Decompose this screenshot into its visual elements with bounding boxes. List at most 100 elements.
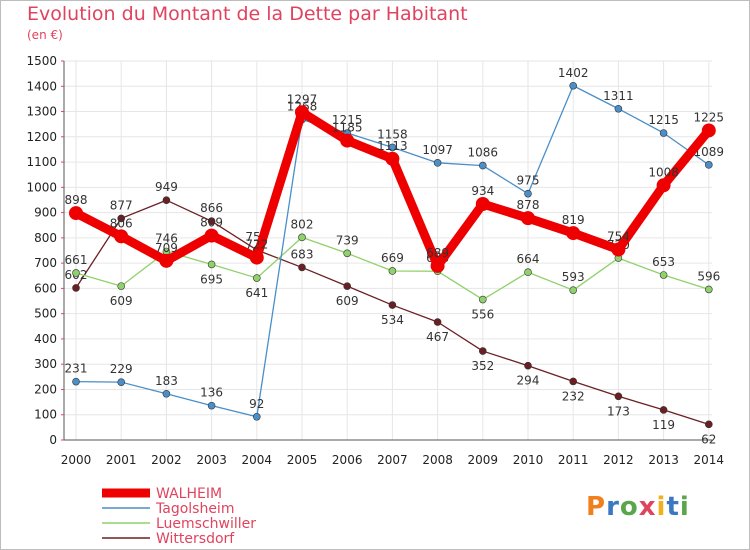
data-label-luemschwiller: 641 — [245, 286, 268, 300]
data-point-wittersdorf — [117, 214, 125, 223]
data-point-tagolsheim — [162, 389, 171, 398]
data-point-tagolsheim — [117, 378, 125, 386]
data-label-walheim: 819 — [562, 213, 585, 227]
data-label-wittersdorf: 534 — [381, 313, 404, 327]
logo-letter: P — [586, 492, 607, 522]
data-point-tagolsheim — [478, 161, 487, 170]
data-label-wittersdorf: 119 — [652, 418, 675, 432]
data-point-luemschwiller — [704, 285, 713, 294]
data-point-wittersdorf — [569, 377, 578, 386]
data-point-wittersdorf — [704, 420, 713, 429]
data-point-luemschwiller — [524, 268, 532, 277]
legend-item-wittersdorf: Wittersdorf — [102, 531, 235, 547]
x-tick-label: 2006 — [332, 453, 363, 467]
data-point-walheim — [249, 250, 264, 265]
y-tick-label: 100 — [34, 408, 57, 422]
data-label-walheim: 898 — [65, 193, 88, 207]
chart-title: Evolution du Montant de la Dette par Hab… — [27, 3, 468, 25]
proxiti-logo: Proxiti — [586, 492, 690, 522]
data-point-walheim — [430, 258, 445, 273]
data-label-wittersdorf: 866 — [200, 201, 223, 215]
data-point-walheim — [204, 228, 219, 243]
data-point-wittersdorf — [388, 301, 397, 309]
legend-label-luemschwiller: Luemschwiller — [156, 516, 256, 532]
y-tick-label: 300 — [34, 357, 57, 371]
data-point-wittersdorf — [659, 406, 668, 414]
data-label-walheim: 1113 — [377, 139, 408, 153]
x-tick-label: 2000 — [61, 453, 92, 467]
x-tick-label: 2010 — [513, 453, 544, 467]
logo-letter: o — [619, 492, 639, 522]
data-point-wittersdorf — [298, 263, 306, 272]
data-label-tagolsheim: 1311 — [603, 89, 634, 103]
data-point-luemschwiller — [298, 233, 306, 242]
x-tick-label: 2011 — [558, 453, 589, 467]
x-tick-label: 2002 — [151, 453, 182, 467]
data-label-walheim: 806 — [110, 216, 133, 230]
data-label-tagolsheim: 1215 — [648, 113, 679, 127]
data-label-luemschwiller: 695 — [200, 272, 223, 286]
data-point-walheim — [566, 226, 581, 241]
data-point-tagolsheim — [72, 377, 80, 386]
data-point-walheim — [340, 133, 355, 148]
data-label-tagolsheim: 1086 — [468, 146, 499, 160]
data-label-luemschwiller: 746 — [155, 232, 178, 246]
data-label-wittersdorf: 949 — [155, 180, 178, 194]
series-wittersdorf: 6028779498667526836095344673522942321731… — [65, 180, 717, 446]
data-point-luemschwiller — [659, 271, 668, 279]
x-tick-label: 2001 — [106, 453, 137, 467]
y-tick-label: 600 — [34, 281, 57, 295]
data-label-tagolsheim: 229 — [110, 362, 133, 376]
data-label-tagolsheim: 231 — [65, 362, 88, 376]
x-tick-label: 2005 — [287, 453, 318, 467]
y-tick-label: 0 — [49, 433, 57, 447]
y-tick-label: 700 — [34, 256, 57, 270]
legend-item-luemschwiller: Luemschwiller — [102, 516, 256, 532]
data-point-luemschwiller — [207, 260, 216, 269]
data-point-tagolsheim — [252, 412, 261, 421]
data-label-luemschwiller: 664 — [517, 252, 540, 266]
data-label-luemschwiller: 653 — [652, 255, 675, 269]
legend-item-walheim: WALHEIM — [102, 486, 222, 502]
data-point-luemschwiller — [569, 286, 578, 294]
data-point-wittersdorf — [72, 284, 80, 292]
data-label-tagolsheim: 136 — [200, 386, 223, 400]
legend-label-wittersdorf: Wittersdorf — [156, 531, 235, 547]
data-label-walheim: 1008 — [648, 165, 679, 179]
data-label-walheim: 754 — [607, 229, 630, 243]
data-point-walheim — [656, 178, 671, 193]
data-point-wittersdorf — [343, 282, 352, 290]
data-label-walheim: 878 — [517, 198, 540, 212]
x-tick-label: 2013 — [648, 453, 679, 467]
data-label-luemschwiller: 739 — [336, 233, 359, 247]
data-point-luemschwiller — [343, 249, 352, 258]
y-tick-label: 1500 — [26, 54, 57, 68]
data-point-wittersdorf — [524, 361, 532, 370]
data-label-tagolsheim: 1215 — [332, 113, 363, 127]
logo-letter: i — [679, 492, 690, 522]
data-point-walheim — [159, 253, 174, 268]
data-label-luemschwiller: 596 — [697, 269, 720, 283]
data-point-tagolsheim — [207, 401, 216, 410]
data-point-tagolsheim — [704, 161, 713, 169]
data-label-walheim: 934 — [471, 184, 494, 198]
data-label-wittersdorf: 609 — [336, 294, 359, 308]
y-tick-label: 1300 — [26, 105, 57, 119]
data-label-wittersdorf: 352 — [471, 359, 494, 373]
x-tick-label: 2014 — [694, 453, 725, 467]
logo-letter: i — [656, 492, 667, 522]
data-label-luemschwiller: 556 — [471, 308, 494, 322]
data-point-walheim — [521, 211, 535, 226]
data-label-tagolsheim: 1097 — [422, 143, 453, 157]
data-point-walheim — [701, 123, 716, 138]
data-label-luemschwiller: 593 — [562, 270, 585, 284]
data-label-luemschwiller: 661 — [65, 253, 88, 267]
data-point-walheim — [69, 206, 83, 221]
legend: WALHEIMTagolsheimLuemschwillerWittersdor… — [102, 486, 256, 547]
data-label-walheim: 809 — [200, 216, 223, 230]
series-walheim: 898 806 709 809 722 1297 1185 1113 689 934 878 819 7… — [65, 92, 724, 273]
data-label-tagolsheim: 975 — [517, 174, 540, 188]
data-point-wittersdorf — [433, 318, 442, 326]
